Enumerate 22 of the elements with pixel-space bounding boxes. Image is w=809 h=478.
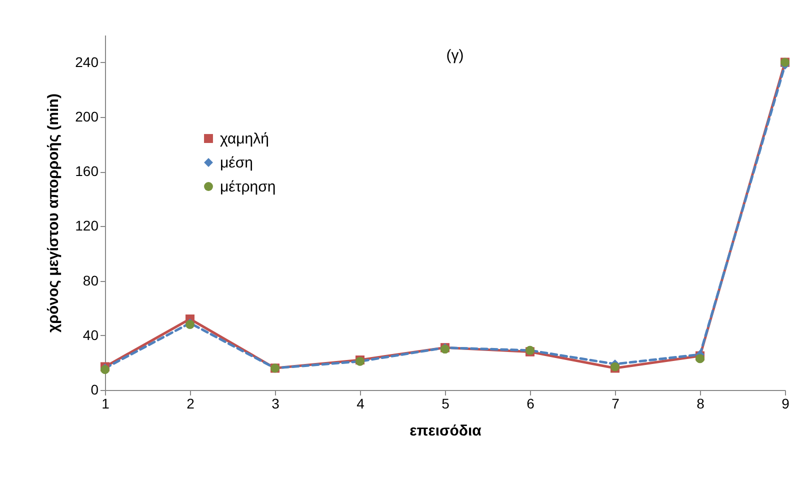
y-tick-label: 200 <box>75 108 99 124</box>
y-tick-label: 0 <box>90 382 99 398</box>
x-axis-title: επεισόδια <box>410 422 482 440</box>
text: (γ) <box>446 47 464 64</box>
y-axis-title: χρόνος μεγίστου απορροής (min) <box>45 94 62 332</box>
x-tick-label: 4 <box>356 396 365 412</box>
legend-label: μέση <box>220 154 253 172</box>
y-tick-label: 120 <box>75 218 99 234</box>
x-tick-label: 3 <box>272 396 280 412</box>
y-tick-label: 80 <box>82 272 99 288</box>
legend-label: χαμηλή <box>220 130 269 148</box>
y-tick-label: 240 <box>75 54 99 70</box>
x-tick-label: 6 <box>526 396 535 412</box>
y-tick-label: 160 <box>75 163 99 180</box>
x-tick-label: 1 <box>102 396 110 412</box>
legend-label: μέτρηση <box>220 178 276 196</box>
x-tick-label: 8 <box>696 396 705 412</box>
x-tick-label: 2 <box>186 396 195 412</box>
y-tick-label: 40 <box>82 326 99 343</box>
x-tick-label: 7 <box>612 396 620 412</box>
x-tick-label: 9 <box>782 396 790 412</box>
x-tick-label: 5 <box>442 396 450 412</box>
